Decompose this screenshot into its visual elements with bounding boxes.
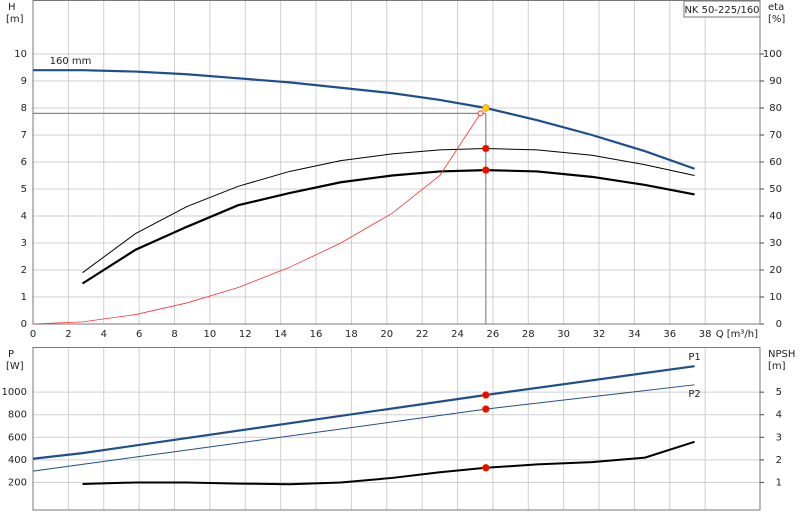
legend-label: P2 <box>688 389 700 400</box>
y-tick-label: 200 <box>8 477 27 488</box>
y-tick-label: 9 <box>21 76 27 87</box>
legend-label: P1 <box>688 352 700 363</box>
y-tick-label: 1000 <box>2 387 27 398</box>
y-tick-label: 3 <box>21 238 27 249</box>
y-tick-label: 800 <box>8 410 27 421</box>
duty-marker <box>482 391 490 399</box>
curve <box>82 440 695 486</box>
y2-tick-label: 30 <box>769 238 782 249</box>
plot-frame <box>32 347 761 511</box>
x-tick-label: 6 <box>136 329 142 340</box>
y2-tick-label: 60 <box>769 157 782 168</box>
duty-marker <box>482 405 490 413</box>
duty-marker <box>482 464 490 472</box>
y2-axis-unit: [%] <box>768 14 785 25</box>
x-tick-label: 26 <box>487 329 500 340</box>
end-marker <box>477 110 484 117</box>
x-tick-label: 8 <box>171 329 177 340</box>
y-axis-unit: [W] <box>6 361 24 372</box>
y-tick-label: 7 <box>21 130 27 141</box>
y2-tick-label: 100 <box>763 49 782 60</box>
curve <box>32 384 695 472</box>
x-tick-label: 24 <box>451 329 464 340</box>
x-tick-label: 14 <box>274 329 287 340</box>
duty-marker <box>482 104 490 112</box>
y-axis-label: H <box>8 2 16 13</box>
y-tick-label: 6 <box>21 157 27 168</box>
x-tick-label: 10 <box>204 329 217 340</box>
y-tick-label: 5 <box>21 184 27 195</box>
x-tick-label: 20 <box>380 329 393 340</box>
y2-tick-label: 4 <box>776 410 782 421</box>
y2-axis-label: eta <box>768 2 784 13</box>
y-axis-unit: [m] <box>6 14 24 25</box>
y2-tick-label: 0 <box>776 319 782 330</box>
duty-marker <box>482 166 490 174</box>
curve <box>32 365 695 460</box>
y2-tick-label: 3 <box>776 432 782 443</box>
y-tick-label: 0 <box>21 319 27 330</box>
curve <box>32 113 481 325</box>
model-label: NK 50-225/160 <box>684 5 759 16</box>
y2-tick-label: 1 <box>776 477 782 488</box>
x-tick-label: 28 <box>522 329 535 340</box>
model-box <box>683 0 761 18</box>
x-tick-label: 16 <box>310 329 323 340</box>
y-tick-label: 2 <box>21 265 27 276</box>
y-tick-label: 8 <box>21 103 27 114</box>
y-axis-label: P <box>8 349 14 360</box>
x-tick-label: 4 <box>101 329 107 340</box>
curve <box>33 69 695 170</box>
y2-tick-label: 90 <box>769 76 782 87</box>
x-axis-label: Q [m³/h] <box>716 329 758 340</box>
y2-tick-label: 40 <box>769 211 782 222</box>
x-tick-label: 0 <box>30 329 36 340</box>
y2-tick-label: 70 <box>769 130 782 141</box>
duty-marker <box>482 144 490 153</box>
y2-tick-label: 20 <box>769 265 782 276</box>
legend-label: 160 mm <box>50 56 92 67</box>
x-tick-label: 18 <box>345 329 358 340</box>
y-tick-label: 600 <box>8 432 27 443</box>
curve <box>81 168 695 285</box>
x-tick-label: 22 <box>416 329 429 340</box>
x-tick-label: 30 <box>557 329 570 340</box>
y-tick-label: 4 <box>21 211 27 222</box>
y2-tick-label: 80 <box>769 103 782 114</box>
plot-frame <box>32 0 761 325</box>
y2-tick-label: 5 <box>776 387 782 398</box>
x-tick-label: 38 <box>699 329 712 340</box>
x-tick-label: 36 <box>663 329 676 340</box>
x-tick-label: 34 <box>628 329 641 340</box>
y-tick-label: 400 <box>8 455 27 466</box>
y2-tick-label: 50 <box>769 184 782 195</box>
x-tick-label: 12 <box>239 329 252 340</box>
curve <box>82 147 695 274</box>
y2-tick-label: 10 <box>769 292 782 303</box>
y-tick-label: 10 <box>14 49 27 60</box>
x-tick-label: 2 <box>65 329 71 340</box>
y2-tick-label: 2 <box>776 455 782 466</box>
y-tick-label: 1 <box>21 292 27 303</box>
y2-axis-unit: [m] <box>768 361 786 372</box>
x-tick-label: 32 <box>593 329 606 340</box>
y2-axis-label: NPSH <box>768 349 795 360</box>
